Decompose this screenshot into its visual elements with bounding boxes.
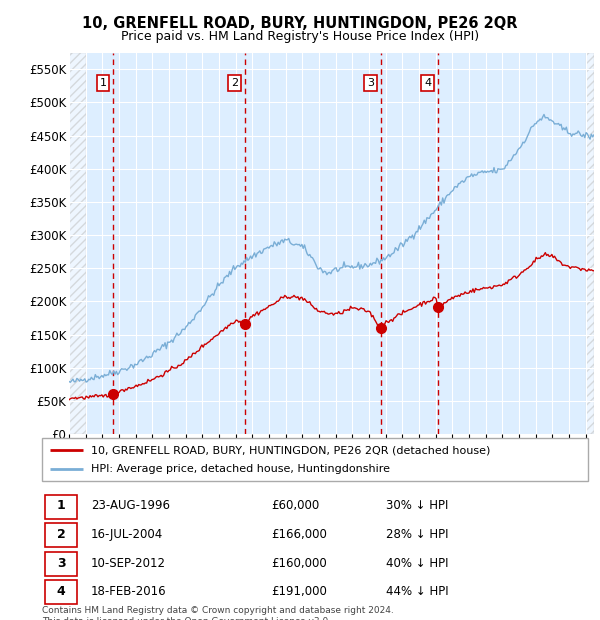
Text: 3: 3 xyxy=(57,557,65,570)
FancyBboxPatch shape xyxy=(45,495,77,519)
Text: 2: 2 xyxy=(57,528,65,541)
Text: £60,000: £60,000 xyxy=(271,500,320,513)
Text: HPI: Average price, detached house, Huntingdonshire: HPI: Average price, detached house, Hunt… xyxy=(91,464,390,474)
Text: £191,000: £191,000 xyxy=(271,585,327,598)
FancyBboxPatch shape xyxy=(45,523,77,547)
Text: 4: 4 xyxy=(57,585,65,598)
Text: Contains HM Land Registry data © Crown copyright and database right 2024.
This d: Contains HM Land Registry data © Crown c… xyxy=(42,606,394,620)
FancyBboxPatch shape xyxy=(45,580,77,604)
Text: 3: 3 xyxy=(367,78,374,88)
Text: 2: 2 xyxy=(231,78,238,88)
Text: 10-SEP-2012: 10-SEP-2012 xyxy=(91,557,166,570)
FancyBboxPatch shape xyxy=(42,438,588,480)
Text: 1: 1 xyxy=(100,78,107,88)
Text: £160,000: £160,000 xyxy=(271,557,327,570)
Text: Price paid vs. HM Land Registry's House Price Index (HPI): Price paid vs. HM Land Registry's House … xyxy=(121,30,479,43)
Text: 10, GRENFELL ROAD, BURY, HUNTINGDON, PE26 2QR (detached house): 10, GRENFELL ROAD, BURY, HUNTINGDON, PE2… xyxy=(91,445,491,455)
Text: 28% ↓ HPI: 28% ↓ HPI xyxy=(386,528,448,541)
FancyBboxPatch shape xyxy=(45,552,77,576)
Text: 40% ↓ HPI: 40% ↓ HPI xyxy=(386,557,448,570)
Text: 16-JUL-2004: 16-JUL-2004 xyxy=(91,528,163,541)
Text: 44% ↓ HPI: 44% ↓ HPI xyxy=(386,585,449,598)
Text: £166,000: £166,000 xyxy=(271,528,327,541)
Text: 30% ↓ HPI: 30% ↓ HPI xyxy=(386,500,448,513)
Text: 1: 1 xyxy=(57,500,65,513)
Text: 23-AUG-1996: 23-AUG-1996 xyxy=(91,500,170,513)
Text: 4: 4 xyxy=(424,78,431,88)
Text: 10, GRENFELL ROAD, BURY, HUNTINGDON, PE26 2QR: 10, GRENFELL ROAD, BURY, HUNTINGDON, PE2… xyxy=(82,16,518,30)
Text: 18-FEB-2016: 18-FEB-2016 xyxy=(91,585,167,598)
